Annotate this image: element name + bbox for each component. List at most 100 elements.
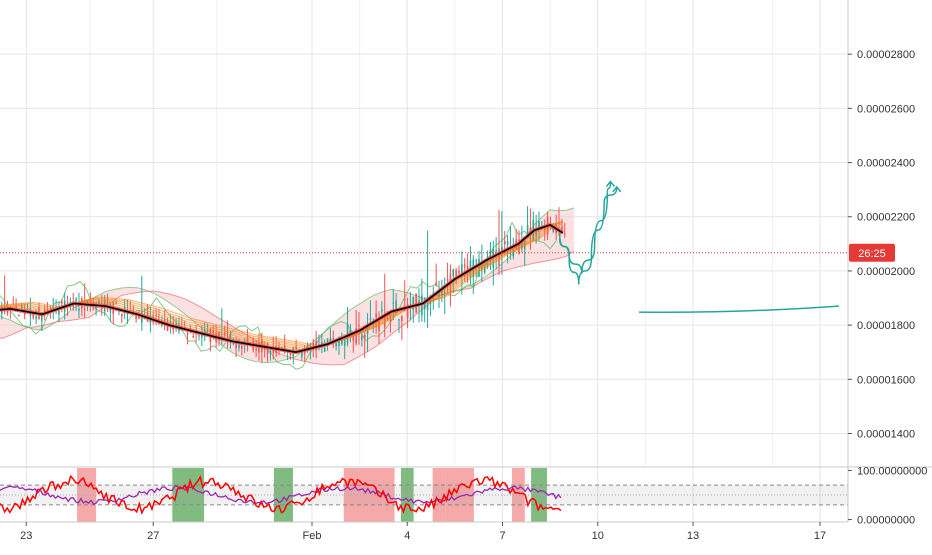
candle-body — [246, 337, 249, 345]
candle-body — [381, 309, 383, 312]
candle-body — [75, 298, 77, 302]
oscillator-signal-line — [0, 485, 562, 505]
candle-body — [198, 335, 200, 337]
candle-body — [401, 316, 403, 321]
candle-body — [78, 308, 80, 311]
candle-body — [323, 347, 326, 352]
candle-body — [552, 228, 555, 232]
candle-body — [452, 269, 455, 277]
x-tick-label: 17 — [814, 530, 826, 542]
oscillator-zone — [77, 468, 97, 522]
candle-body — [163, 318, 166, 322]
osc-tick-label: 0.00000000 — [857, 515, 915, 527]
candle-body — [338, 340, 340, 346]
indicator-lines — [0, 220, 848, 355]
y-tick-label: 0.00002200 — [857, 212, 915, 224]
candle-body — [341, 338, 343, 345]
candle-body — [415, 293, 417, 313]
candle-body — [58, 310, 60, 315]
x-tick-label: 13 — [687, 530, 699, 542]
oscillator-zone — [273, 468, 293, 522]
axes: 0.00002800 0.00002600 0.00002400 0.00002200… — [0, 0, 927, 542]
candle-body — [426, 298, 429, 311]
x-tick-label: 7 — [499, 530, 505, 542]
trend-line — [639, 305, 840, 313]
candle-body — [255, 348, 257, 351]
candle-body — [32, 312, 35, 318]
candle-body — [392, 302, 395, 304]
candle-body — [412, 297, 415, 310]
ma-ribbon-line — [0, 221, 564, 347]
y-tick-label: 0.00002600 — [857, 103, 915, 115]
candle-body — [358, 325, 360, 327]
y-tick-label: 0.00001800 — [857, 320, 915, 332]
candle-body — [41, 315, 43, 321]
candle-body — [241, 345, 243, 349]
candle-body — [503, 240, 506, 245]
candle-body — [61, 301, 63, 304]
candle-body — [235, 342, 237, 349]
x-tick-label: 27 — [147, 530, 159, 542]
y-tick-label: 0.00002400 — [857, 158, 915, 170]
candle-body — [192, 335, 195, 338]
candle-body — [406, 304, 409, 318]
candle-body — [326, 338, 329, 344]
candle-body — [46, 308, 49, 311]
price-tag-label: 26:25 — [858, 248, 886, 260]
candle-body — [435, 282, 437, 286]
candle-body — [438, 291, 440, 297]
candle-body — [238, 345, 240, 349]
price-tag — [849, 243, 895, 262]
x-tick-label: Feb — [303, 530, 322, 542]
candle-body — [369, 318, 372, 320]
cloud-span-b — [0, 250, 575, 366]
candle-body — [158, 317, 160, 319]
candle-body — [398, 319, 400, 321]
candle-body — [538, 221, 540, 228]
ma-ribbon-line — [0, 221, 564, 348]
candle-body — [35, 316, 37, 319]
projection-arrowhead — [605, 180, 616, 187]
candle-body — [395, 300, 397, 314]
y-tick-label: 0.00002000 — [857, 266, 915, 278]
candle-body — [18, 315, 20, 317]
candle-body — [563, 233, 566, 235]
x-tick-label: 23 — [20, 530, 32, 542]
candle-body — [135, 314, 137, 320]
candle-body — [375, 313, 377, 318]
cloud-span-a — [0, 207, 575, 364]
candle-body — [363, 334, 366, 339]
osc-tick-label: 100.00000000 — [857, 465, 927, 477]
candle-body — [561, 226, 563, 234]
candle-body — [301, 350, 303, 357]
candle-body — [403, 298, 406, 301]
oscillator-zone — [512, 468, 525, 522]
candle-body — [121, 313, 123, 317]
projection-path — [558, 181, 612, 274]
cloud-fill — [0, 207, 574, 365]
candle-body — [329, 338, 332, 343]
candle-body — [506, 241, 509, 245]
candle-body — [186, 333, 189, 336]
candle-body — [455, 269, 457, 276]
x-tick-label: 10 — [592, 530, 604, 542]
candle-body — [529, 227, 532, 234]
candle-body — [269, 350, 272, 354]
x-tick-label: 4 — [404, 530, 410, 542]
y-tick-label: 0.00001400 — [857, 428, 915, 440]
y-tick-label: 0.00002800 — [857, 49, 915, 61]
candle-body — [466, 265, 469, 272]
projection-arrowhead — [612, 185, 622, 193]
moving-average-line — [0, 223, 564, 354]
candle-body — [526, 225, 529, 235]
candle-body — [83, 308, 86, 310]
candle-body — [361, 335, 363, 340]
y-tick-label: 0.00001600 — [857, 374, 915, 386]
projection-drawings — [558, 180, 840, 313]
candle-body — [461, 264, 463, 277]
candle-body — [458, 270, 460, 273]
oscillator-line — [0, 474, 562, 515]
candle-body — [343, 339, 346, 347]
